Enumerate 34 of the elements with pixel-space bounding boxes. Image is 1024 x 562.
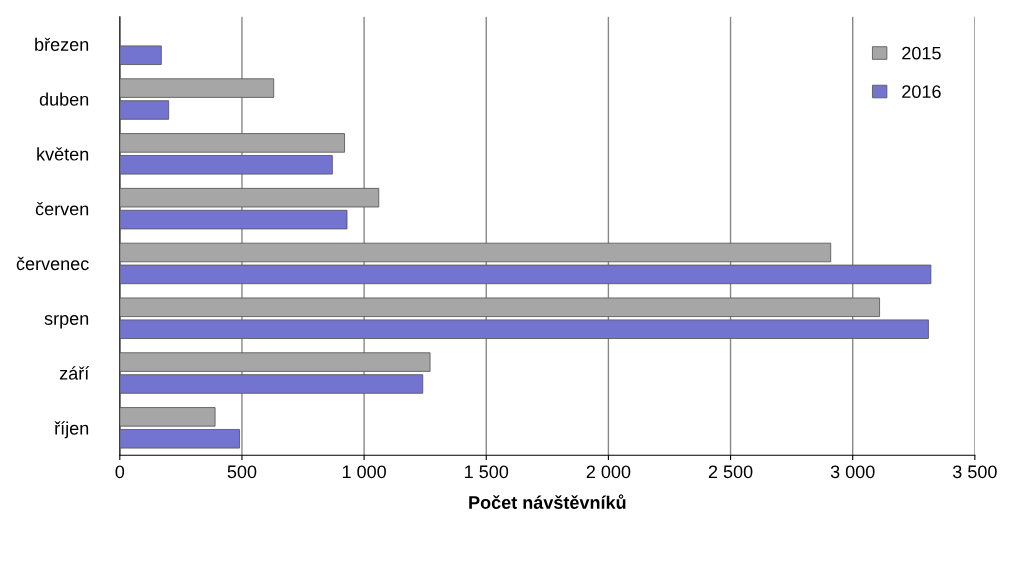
bar	[119, 352, 431, 372]
bar	[119, 187, 380, 208]
y-tick-label: srpen	[44, 315, 89, 329]
bar	[119, 100, 170, 120]
bar	[119, 407, 216, 427]
y-tick-label: září	[59, 366, 90, 380]
x-axis-title: Počet návštěvníků	[469, 494, 626, 509]
bar	[119, 45, 162, 65]
y-tick-label: duben	[39, 92, 89, 106]
bar	[119, 133, 345, 153]
x-tick-label: 3 000	[830, 465, 875, 479]
bar	[119, 319, 929, 339]
y-tick-label: říjen	[54, 421, 89, 439]
bar	[119, 264, 932, 285]
x-tick-label: 2 500	[708, 465, 753, 479]
bar	[119, 78, 275, 98]
bar	[119, 429, 240, 449]
bar	[119, 209, 348, 230]
legend-label: 2016	[902, 85, 941, 99]
x-tick-label: 1 000	[342, 465, 386, 479]
bar	[119, 297, 880, 318]
y-tick-label: květen	[37, 147, 89, 161]
x-tick-label: 2 000	[586, 465, 631, 479]
y-tick-label: březen	[35, 37, 89, 51]
x-tick-label: 0	[115, 465, 125, 479]
x-tick-label: 1 500	[465, 465, 509, 479]
bar	[119, 242, 832, 263]
x-tick-label: 500	[227, 465, 257, 479]
legend-label: 2015	[902, 46, 941, 60]
bar	[119, 374, 424, 394]
y-tick-label: červen	[35, 202, 89, 216]
y-tick-label: červenec	[16, 256, 89, 271]
x-tick-label: 3 500	[952, 465, 997, 479]
bar	[119, 155, 333, 175]
